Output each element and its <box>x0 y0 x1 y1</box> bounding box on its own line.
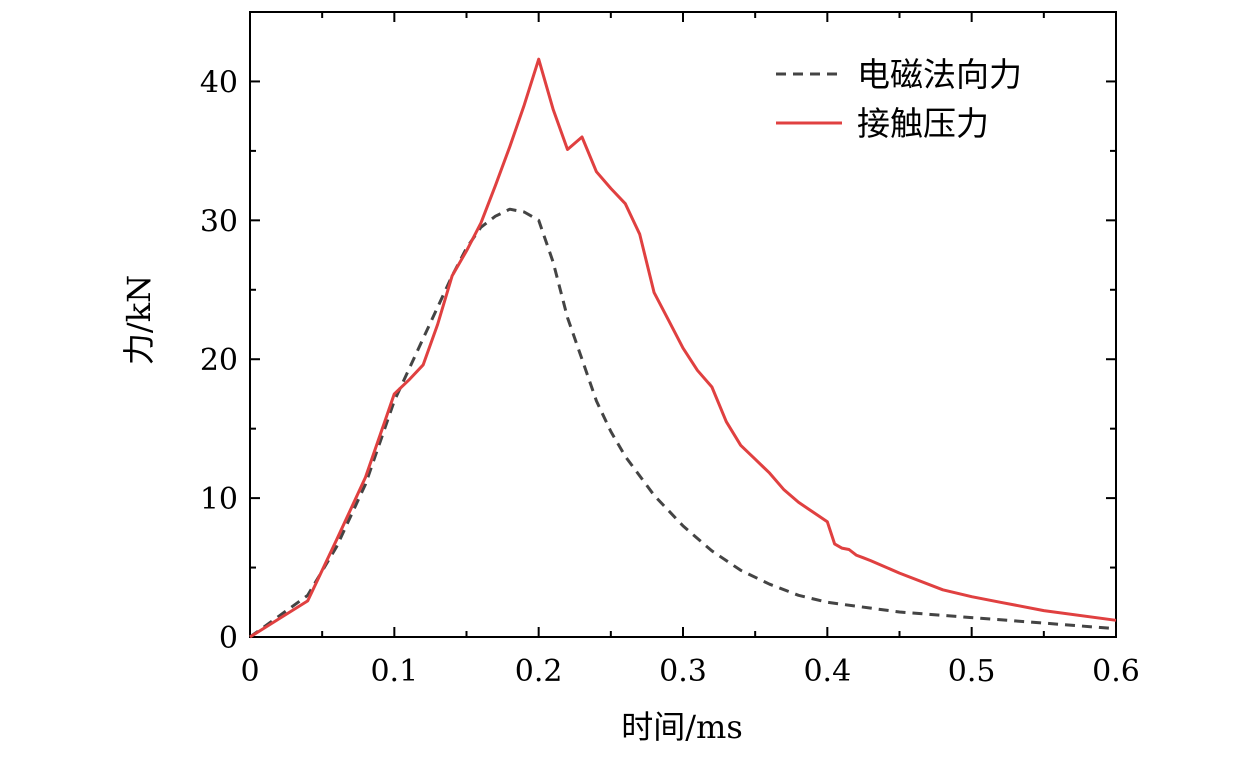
x-tick-label: 0.3 <box>659 654 707 689</box>
series-line-contact-pressure <box>249 57 1117 639</box>
x-axis: 0 0.1 0.2 0.3 0.4 0.5 0.6 <box>240 12 1140 689</box>
x-tick-label: 0.5 <box>948 654 996 689</box>
legend-label-electromagnetic-force: 电磁法向力 <box>857 55 1022 94</box>
legend: 电磁法向力 接触压力 <box>776 55 1022 143</box>
x-tick-label: 0.2 <box>515 654 563 689</box>
x-tick-label: 0.4 <box>803 654 851 689</box>
x-axis-label: 时间/ms <box>621 708 743 746</box>
y-axis: 0 10 20 30 40 <box>200 11 1116 656</box>
y-tick-label: 20 <box>200 343 238 378</box>
y-tick-label: 10 <box>200 482 238 517</box>
series-line-electromagnetic-force <box>249 207 1117 639</box>
y-tick-label: 0 <box>219 621 238 656</box>
y-tick-label: 30 <box>200 204 238 239</box>
x-tick-label: 0 <box>240 654 259 689</box>
y-tick-label: 40 <box>200 65 238 100</box>
x-tick-label: 0.6 <box>1092 654 1140 689</box>
legend-label-contact-pressure: 接触压力 <box>857 104 989 143</box>
y-axis-label: 力/kN <box>120 275 158 365</box>
x-tick-label: 0.1 <box>370 654 418 689</box>
series-layer <box>249 57 1117 639</box>
